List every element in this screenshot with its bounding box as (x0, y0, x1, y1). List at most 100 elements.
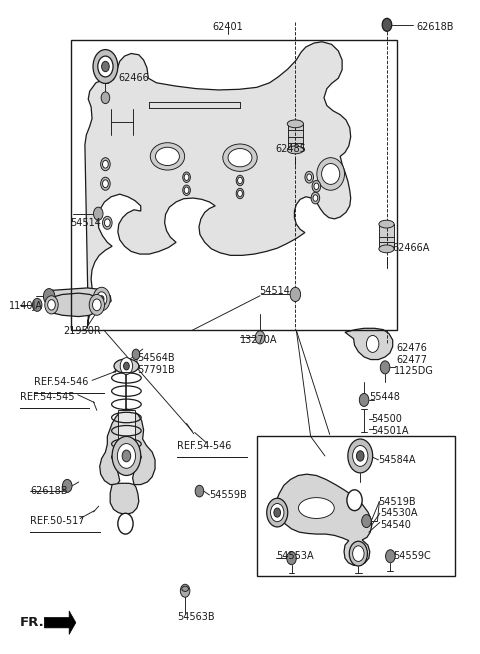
Circle shape (117, 443, 135, 468)
Polygon shape (100, 409, 155, 485)
Circle shape (122, 450, 131, 462)
Text: 54500: 54500 (371, 415, 402, 424)
Circle shape (183, 185, 191, 196)
Text: 54530A: 54530A (380, 508, 417, 518)
Circle shape (123, 362, 129, 370)
Circle shape (349, 542, 367, 566)
Text: 54559B: 54559B (209, 490, 247, 500)
Circle shape (184, 174, 189, 181)
Circle shape (183, 172, 191, 182)
Ellipse shape (182, 586, 189, 591)
Circle shape (48, 300, 55, 310)
Polygon shape (110, 483, 139, 515)
Circle shape (96, 292, 107, 306)
Circle shape (362, 515, 371, 528)
Circle shape (311, 192, 320, 204)
Bar (71, 41, 397, 330)
Circle shape (101, 158, 110, 171)
Bar (288, 124, 303, 150)
Circle shape (238, 177, 242, 184)
Circle shape (267, 498, 288, 527)
Ellipse shape (156, 147, 180, 165)
Circle shape (101, 177, 110, 190)
Circle shape (45, 296, 58, 314)
Text: 54501A: 54501A (371, 426, 409, 436)
Circle shape (184, 187, 189, 194)
Circle shape (305, 171, 313, 183)
Circle shape (43, 288, 55, 304)
Ellipse shape (228, 148, 252, 167)
Text: 1140JA: 1140JA (9, 301, 42, 311)
Ellipse shape (379, 220, 394, 228)
Ellipse shape (150, 143, 185, 170)
Polygon shape (275, 474, 372, 565)
Circle shape (105, 219, 110, 227)
Circle shape (360, 394, 369, 406)
Circle shape (93, 50, 118, 84)
Ellipse shape (299, 498, 334, 519)
Text: 62476: 62476 (396, 343, 427, 353)
Circle shape (255, 331, 265, 344)
Text: 1125DG: 1125DG (394, 366, 434, 376)
Text: 62618B: 62618B (30, 486, 68, 496)
Circle shape (314, 183, 319, 190)
Circle shape (312, 181, 321, 192)
Circle shape (103, 160, 108, 168)
Circle shape (271, 504, 284, 522)
Polygon shape (48, 293, 102, 317)
Circle shape (103, 216, 112, 230)
Circle shape (102, 61, 109, 72)
Text: 54519B: 54519B (378, 496, 416, 507)
Text: 21950R: 21950R (63, 326, 101, 336)
Text: 54564B: 54564B (137, 353, 175, 363)
Circle shape (103, 180, 108, 188)
Circle shape (93, 299, 101, 311)
Text: 62485: 62485 (276, 145, 307, 154)
Circle shape (274, 508, 281, 517)
Text: 57791B: 57791B (137, 365, 175, 375)
Ellipse shape (114, 359, 139, 373)
Circle shape (380, 361, 390, 374)
Ellipse shape (287, 120, 303, 128)
Circle shape (236, 188, 244, 199)
Circle shape (348, 439, 372, 473)
Text: REF.50-517: REF.50-517 (30, 516, 84, 526)
Ellipse shape (117, 460, 136, 470)
Text: 54584A: 54584A (378, 455, 416, 465)
Text: 54553A: 54553A (276, 551, 313, 561)
Circle shape (101, 92, 110, 103)
Circle shape (33, 298, 42, 311)
Circle shape (347, 490, 362, 511)
Ellipse shape (223, 144, 257, 171)
Text: 13270A: 13270A (240, 335, 277, 345)
Polygon shape (44, 611, 76, 634)
Text: 55448: 55448 (369, 392, 400, 402)
Text: REF.54-545: REF.54-545 (20, 392, 74, 402)
Circle shape (62, 479, 72, 492)
Ellipse shape (317, 158, 345, 190)
Circle shape (357, 451, 364, 461)
Polygon shape (85, 42, 351, 328)
Ellipse shape (379, 245, 394, 252)
Circle shape (120, 358, 132, 375)
Circle shape (307, 174, 312, 181)
Polygon shape (345, 328, 393, 360)
Text: 54514: 54514 (71, 218, 101, 228)
Circle shape (93, 287, 110, 311)
Text: 54514: 54514 (259, 286, 290, 296)
Circle shape (94, 207, 103, 220)
Circle shape (98, 56, 113, 77)
Bar (118, 410, 135, 464)
Ellipse shape (322, 164, 340, 184)
Bar (257, 436, 455, 576)
Circle shape (385, 550, 395, 562)
Text: 54563B: 54563B (177, 612, 215, 623)
Circle shape (238, 190, 242, 197)
Circle shape (236, 175, 244, 186)
Text: 62466: 62466 (118, 73, 149, 83)
Ellipse shape (287, 146, 303, 154)
Circle shape (366, 336, 379, 353)
Circle shape (382, 18, 392, 31)
Text: A: A (351, 496, 358, 505)
Circle shape (353, 546, 364, 561)
